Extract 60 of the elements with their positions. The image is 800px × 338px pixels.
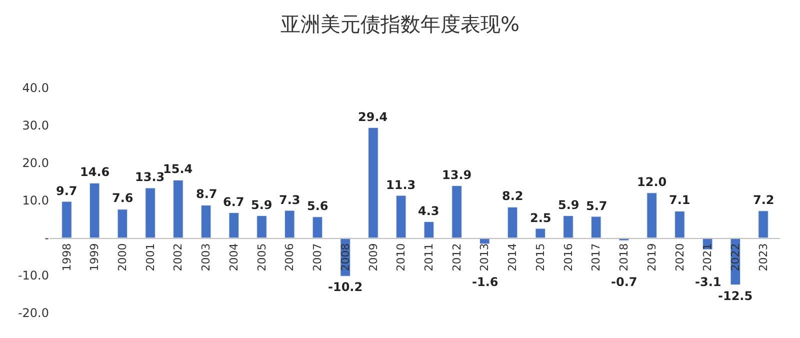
data-label: 8.7 — [196, 187, 218, 201]
x-tick-label: 2013 — [478, 243, 492, 272]
data-label: 5.6 — [307, 199, 328, 213]
data-label: 4.3 — [418, 204, 440, 218]
x-tick-label: 2003 — [200, 243, 213, 272]
x-tick-label: 2023 — [756, 243, 770, 272]
data-label: 7.2 — [753, 193, 774, 207]
x-tick-label: 2011 — [422, 243, 436, 272]
x-tick-label: 1999 — [88, 243, 102, 272]
x-tick-label: 2016 — [562, 243, 575, 272]
data-label: 5.9 — [558, 198, 580, 212]
x-tick-label: 1998 — [60, 243, 74, 272]
y-tick-label: - — [44, 231, 49, 246]
x-tick-label: 2009 — [366, 243, 380, 272]
data-label: 2.5 — [530, 211, 552, 225]
x-tick-label: 2017 — [590, 243, 603, 272]
y-tick-label: 40.0 — [22, 81, 49, 96]
y-tick-label: 20.0 — [22, 156, 49, 170]
data-label: 14.6 — [80, 165, 110, 179]
x-tick-label: 2006 — [283, 243, 296, 272]
data-label: 9.7 — [56, 184, 78, 198]
data-label: 5.9 — [251, 198, 272, 212]
x-tick-label: 2015 — [534, 243, 547, 272]
x-tick-label: 2008 — [338, 243, 352, 272]
data-label: 7.6 — [112, 191, 134, 205]
data-label: 11.3 — [386, 178, 416, 192]
data-label: 12.0 — [637, 175, 667, 189]
y-tick-label: -10.0 — [18, 268, 49, 283]
x-tick-label: 2019 — [645, 243, 658, 272]
y-tick-label: -20.0 — [18, 306, 49, 320]
x-tick-label: 2007 — [311, 243, 324, 272]
x-tick-label: 2001 — [144, 243, 157, 272]
x-tick-label: 2004 — [227, 243, 240, 272]
data-label: 29.4 — [358, 110, 388, 124]
x-tick-label: 2002 — [172, 243, 185, 272]
x-tick-label: 2014 — [506, 243, 520, 272]
data-label: 7.3 — [279, 193, 300, 207]
x-tick-label: 2005 — [255, 243, 268, 272]
data-label: 7.1 — [669, 193, 690, 207]
x-tick-label: 2021 — [701, 243, 714, 272]
data-label: 8.2 — [502, 189, 524, 203]
x-tick-label: 2000 — [116, 243, 130, 272]
data-label: -12.5 — [718, 289, 753, 303]
x-tick-label: 2018 — [618, 243, 631, 272]
y-tick-label: 10.0 — [22, 194, 49, 208]
chart-title: 亚洲美元债指数年度表现% — [280, 12, 520, 36]
data-label: 5.7 — [586, 199, 608, 213]
data-label: -0.7 — [611, 275, 638, 289]
data-label: -1.6 — [472, 275, 498, 289]
data-label: 13.9 — [442, 168, 472, 182]
data-label: -10.2 — [328, 280, 363, 294]
data-label: 6.7 — [223, 195, 244, 209]
y-tick-label: 30.0 — [22, 118, 49, 133]
data-label: 13.3 — [135, 170, 165, 184]
data-label: -3.1 — [695, 275, 722, 289]
x-tick-label: 2020 — [673, 243, 686, 272]
data-label: 15.4 — [163, 162, 193, 176]
x-tick-label: 2010 — [394, 243, 408, 272]
x-tick-label: 2022 — [728, 243, 742, 272]
x-tick-label: 2012 — [450, 243, 464, 272]
